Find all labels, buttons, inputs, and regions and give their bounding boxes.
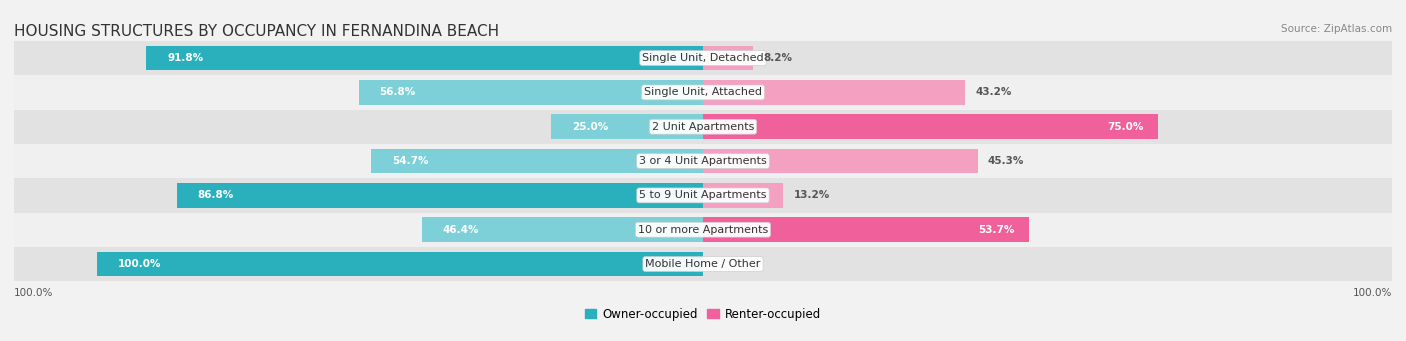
Text: 46.4%: 46.4% [443,225,479,235]
Bar [551,114,703,139]
Bar [703,46,752,71]
Text: 5 to 9 Unit Apartments: 5 to 9 Unit Apartments [640,190,766,201]
Text: 45.3%: 45.3% [988,156,1025,166]
Bar [371,149,703,174]
Text: 13.2%: 13.2% [793,190,830,201]
Bar [146,46,703,71]
Bar [14,178,1392,212]
Text: 2 Unit Apartments: 2 Unit Apartments [652,122,754,132]
Bar [359,80,703,105]
Bar [14,144,1392,178]
Text: Mobile Home / Other: Mobile Home / Other [645,259,761,269]
Bar [97,252,703,277]
Text: 100.0%: 100.0% [14,288,53,298]
Text: 3 or 4 Unit Apartments: 3 or 4 Unit Apartments [640,156,766,166]
Bar [703,149,977,174]
Text: Single Unit, Attached: Single Unit, Attached [644,87,762,98]
Bar [14,109,1392,144]
Text: Source: ZipAtlas.com: Source: ZipAtlas.com [1281,24,1392,34]
Bar [14,247,1392,281]
Bar [14,212,1392,247]
Text: 43.2%: 43.2% [976,87,1011,98]
Text: 86.8%: 86.8% [197,190,233,201]
Bar [177,183,703,208]
Text: HOUSING STRUCTURES BY OCCUPANCY IN FERNANDINA BEACH: HOUSING STRUCTURES BY OCCUPANCY IN FERNA… [14,24,499,39]
Bar [422,217,703,242]
Bar [14,41,1392,75]
Legend: Owner-occupied, Renter-occupied: Owner-occupied, Renter-occupied [579,303,827,325]
Text: 8.2%: 8.2% [763,53,792,63]
Bar [703,183,783,208]
Text: 100.0%: 100.0% [117,259,160,269]
Text: 100.0%: 100.0% [1353,288,1392,298]
Text: 56.8%: 56.8% [380,87,416,98]
Text: 53.7%: 53.7% [979,225,1015,235]
Text: 25.0%: 25.0% [572,122,609,132]
Bar [703,217,1029,242]
Text: 10 or more Apartments: 10 or more Apartments [638,225,768,235]
Text: 75.0%: 75.0% [1108,122,1144,132]
Bar [703,114,1157,139]
Text: Single Unit, Detached: Single Unit, Detached [643,53,763,63]
Text: 54.7%: 54.7% [392,156,429,166]
Bar [14,75,1392,109]
Text: 91.8%: 91.8% [167,53,204,63]
Bar [703,80,965,105]
